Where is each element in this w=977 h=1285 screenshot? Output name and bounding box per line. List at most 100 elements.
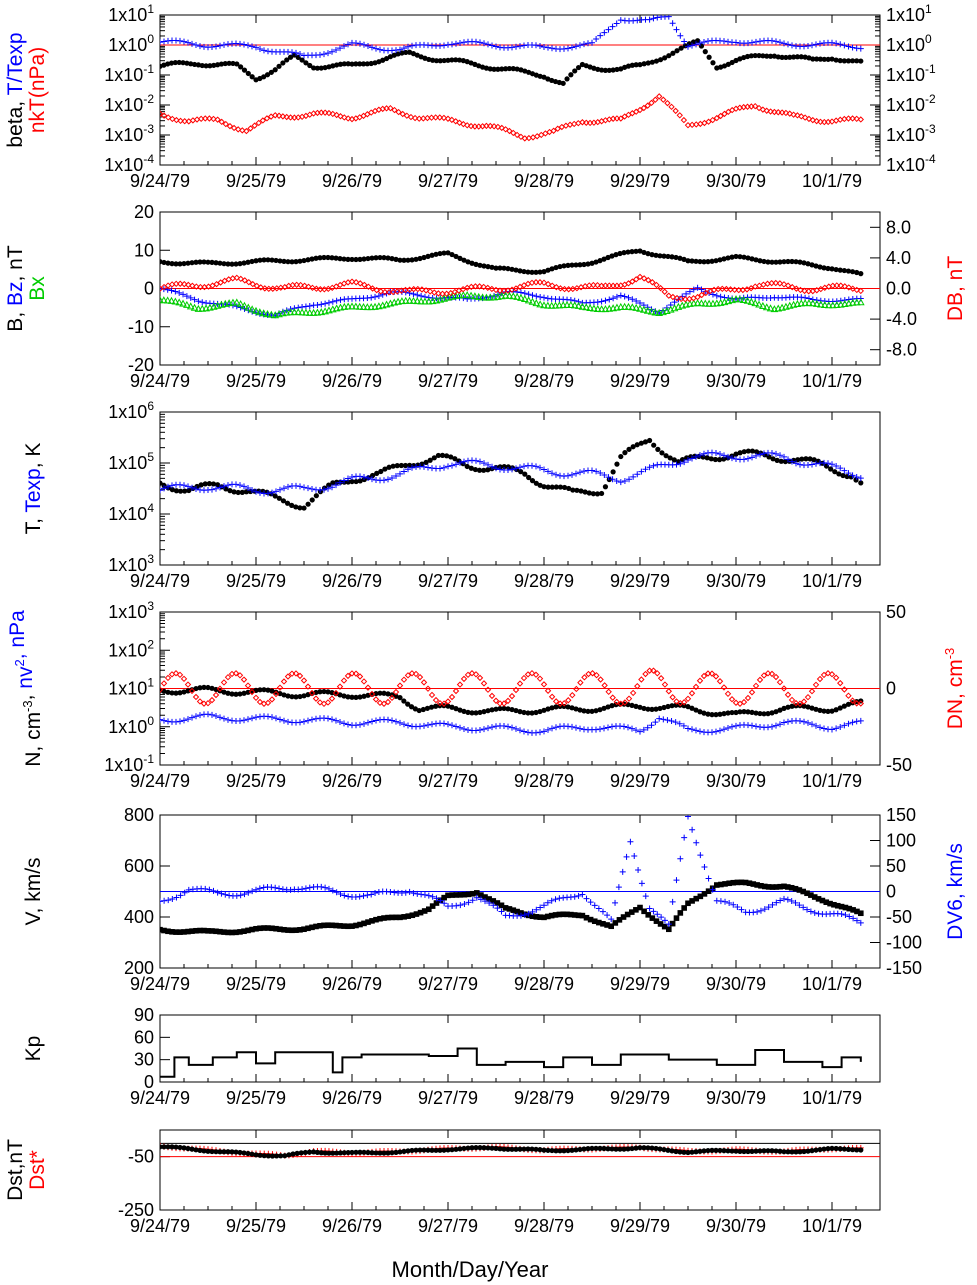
- data-point: [794, 112, 801, 119]
- data-point: [469, 897, 476, 904]
- data-point: [548, 897, 555, 904]
- data-point: [253, 886, 259, 893]
- data-point: [202, 885, 209, 892]
- data-point: [837, 465, 844, 472]
- data-point: [721, 110, 728, 118]
- data-point: [837, 705, 843, 711]
- data-point: [661, 704, 667, 711]
- data-point: [245, 485, 251, 492]
- data-point: [300, 677, 308, 684]
- data-point: [784, 282, 792, 289]
- data-point: [452, 118, 459, 125]
- x-tick-label: 9/24/79: [130, 771, 190, 791]
- data-point: [309, 497, 315, 503]
- data-point: [849, 115, 856, 122]
- data-point: [357, 721, 363, 728]
- data-point: [432, 114, 439, 121]
- data-point: [464, 463, 470, 470]
- data-point: [506, 127, 513, 135]
- data-point: [529, 269, 535, 275]
- data-point: [617, 292, 624, 299]
- data-point: [313, 923, 319, 930]
- data-point: [285, 718, 291, 725]
- data-point: [307, 62, 313, 69]
- data-point: [725, 1148, 731, 1154]
- data-point: [633, 62, 639, 68]
- data-point: [833, 707, 839, 713]
- data-point: [441, 57, 447, 64]
- data-point: [249, 486, 255, 493]
- data-point: [169, 690, 175, 696]
- data-point: [673, 698, 680, 705]
- data-point: [481, 709, 487, 715]
- data-point: [289, 502, 295, 508]
- data-point: [360, 892, 367, 899]
- data-point: [317, 255, 323, 261]
- data-point: [599, 67, 605, 73]
- data-point: [837, 267, 843, 273]
- panel-temp: 9/24/79 9/25/79 9/26/79 9/27/79 9/28/79 9/29/…: [22, 411, 881, 591]
- data-point: [796, 887, 803, 893]
- data-point: [571, 893, 578, 900]
- data-point: [777, 39, 783, 46]
- data-point: [189, 40, 195, 47]
- data-point: [732, 699, 740, 706]
- data-point: [240, 676, 248, 683]
- data-point: [269, 489, 275, 496]
- data-point: [253, 714, 259, 721]
- data-point: [334, 1150, 340, 1156]
- data-point: [517, 1146, 523, 1152]
- data-point: [209, 44, 215, 51]
- data-point: [581, 261, 587, 268]
- data-point: [677, 32, 684, 39]
- data-point: [776, 678, 784, 686]
- data-point: [189, 484, 195, 491]
- data-point: [770, 456, 776, 462]
- data-point: [403, 112, 411, 119]
- data-point: [313, 255, 319, 261]
- x-tick-label: 9/26/79: [322, 571, 382, 591]
- data-point: [465, 709, 471, 715]
- data-point: [241, 928, 247, 935]
- data-point: [247, 125, 254, 132]
- data-point: [831, 901, 837, 908]
- data-point: [650, 667, 657, 674]
- data-point: [608, 916, 615, 923]
- y-right-tick-label: 50: [886, 856, 906, 876]
- data-point: [293, 49, 299, 56]
- data-point: [394, 463, 400, 469]
- data-point: [237, 304, 244, 311]
- data-point: [302, 308, 310, 316]
- data-point: [841, 1146, 847, 1152]
- data-point: [782, 458, 788, 465]
- data-point: [749, 722, 755, 729]
- data-point: [489, 42, 495, 49]
- data-point: [605, 26, 612, 33]
- data-point: [506, 906, 513, 912]
- y-axis-label: nkT(nPa): [26, 47, 49, 133]
- data-point: [681, 703, 687, 709]
- data-point: [261, 925, 267, 931]
- data-point: [252, 694, 260, 702]
- data-point: [492, 286, 500, 294]
- data-point: [229, 298, 237, 306]
- data-point: [810, 56, 816, 62]
- data-point: [597, 676, 604, 683]
- data-point: [532, 299, 541, 307]
- data-point: [833, 282, 841, 289]
- data-point: [849, 285, 857, 292]
- data-point: [778, 109, 786, 116]
- data-point: [341, 43, 347, 50]
- data-point: [716, 457, 723, 463]
- data-point: [171, 297, 180, 305]
- data-point: [469, 710, 475, 716]
- data-point: [805, 299, 813, 307]
- data-point: [468, 465, 474, 471]
- data-point: [761, 1148, 767, 1154]
- data-point: [561, 484, 568, 491]
- data-point: [574, 487, 580, 493]
- data-point: [237, 892, 244, 899]
- data-point: [273, 488, 279, 495]
- data-point: [769, 884, 776, 890]
- data-point: [209, 259, 215, 265]
